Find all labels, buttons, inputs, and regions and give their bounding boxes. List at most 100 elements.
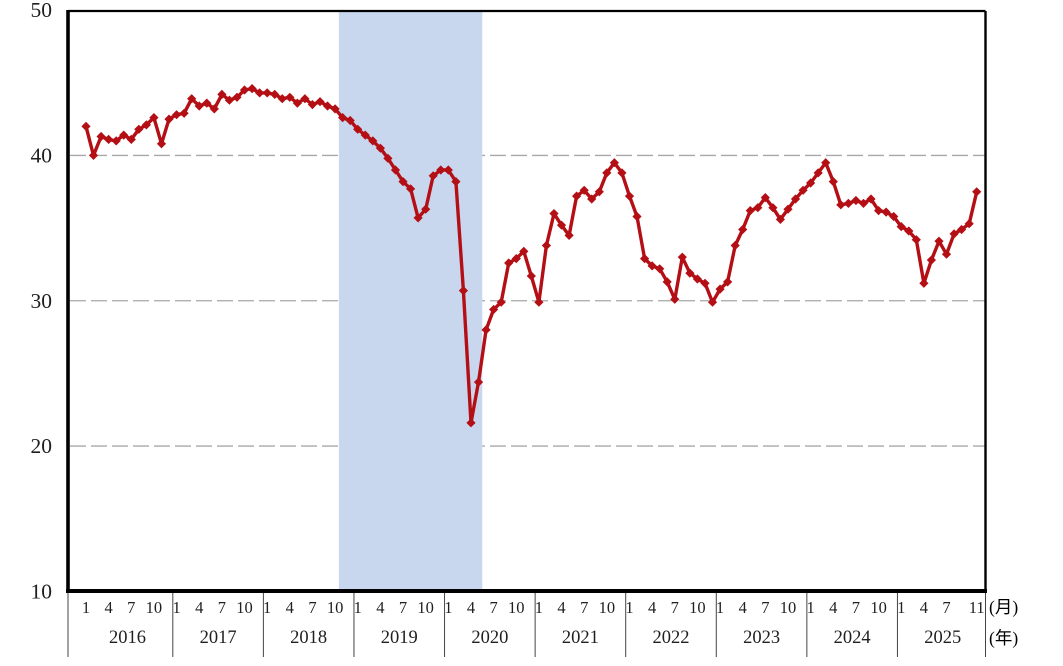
data-point-marker	[383, 153, 393, 163]
x-axis-year-label: 2017	[200, 628, 237, 648]
data-point-marker	[149, 113, 159, 123]
data-point-marker	[768, 203, 778, 213]
data-point-marker	[753, 203, 763, 213]
x-axis-month-label: 4	[376, 598, 384, 617]
data-point-marker	[760, 193, 770, 203]
data-point-marker	[715, 284, 725, 294]
x-axis-month-label: 1	[625, 598, 633, 617]
x-axis-month-label: 1	[716, 598, 724, 617]
x-axis-year-label: 2020	[471, 628, 508, 648]
data-point-marker	[338, 113, 348, 123]
data-point-marker	[413, 213, 423, 223]
data-point-marker	[81, 121, 91, 131]
data-point-marker	[957, 224, 967, 235]
data-point-marker	[300, 94, 310, 104]
data-point-marker	[504, 258, 514, 268]
x-axis-month-label: 10	[146, 598, 163, 617]
x-axis-year-label: 2016	[109, 628, 146, 648]
data-point-marker	[624, 191, 635, 201]
data-point-marker	[783, 204, 793, 214]
data-point-marker	[428, 171, 438, 181]
x-axis-month-label: 7	[399, 598, 407, 617]
data-point-marker	[828, 177, 838, 187]
data-point-marker	[292, 98, 302, 108]
data-point-marker	[104, 134, 114, 144]
x-axis-unit-month-label: (月)	[989, 597, 1018, 617]
data-point-marker	[247, 84, 257, 94]
y-axis-tick-labels: 50 40 30 20 10	[31, 0, 53, 603]
data-point-marker	[534, 297, 544, 307]
data-point-marker	[602, 168, 612, 178]
data-line	[84, 86, 979, 425]
data-point-marker	[255, 88, 265, 98]
data-point-marker	[723, 277, 733, 287]
x-axis-month-label: 11	[969, 598, 985, 617]
data-point-marker	[164, 114, 174, 124]
data-point-marker	[285, 92, 295, 102]
y-axis-tick-label: 30	[31, 289, 53, 313]
x-axis-month-label: 1	[535, 598, 543, 617]
data-point-marker	[224, 95, 234, 105]
x-axis-unit-year-label: (年)	[989, 628, 1018, 648]
data-point-marker	[813, 168, 823, 178]
x-axis-month-label: 4	[829, 598, 837, 617]
data-point-marker	[851, 195, 861, 206]
data-point-marker	[421, 204, 431, 214]
y-axis-tick-label: 40	[31, 143, 53, 167]
data-point-marker	[232, 92, 242, 102]
data-point-marker	[775, 214, 785, 224]
x-axis-month-label: 7	[852, 598, 860, 617]
data-point-marker	[330, 104, 340, 114]
data-point-marker	[172, 110, 182, 120]
x-axis-month-labels: 1 4 7 10 1 4 7 10 1 4 7 10 1 4 7 10 1 4 7 10 1 4 7 10 1 4 7 10 1 4 7 10…	[82, 598, 985, 617]
data-point-marker	[904, 226, 914, 236]
data-point-marker	[843, 198, 853, 208]
data-point-marker	[360, 130, 370, 140]
x-axis-month-label: 10	[780, 598, 797, 617]
data-point-marker	[677, 252, 687, 262]
data-point-marker	[315, 97, 325, 107]
x-axis-month-label: 4	[557, 598, 565, 617]
data-point-marker	[88, 150, 99, 160]
data-point-marker	[406, 184, 416, 194]
data-point-marker	[489, 304, 499, 315]
data-point-marker	[179, 108, 189, 118]
data-point-marker	[609, 158, 619, 168]
data-point-marker	[632, 211, 642, 222]
data-point-marker	[307, 100, 317, 110]
data-point-marker	[964, 219, 974, 229]
x-axis-month-label: 4	[648, 598, 656, 617]
data-point-marker	[881, 207, 891, 217]
data-point-marker	[972, 187, 982, 197]
x-axis-year-label: 2023	[743, 628, 780, 648]
plot-frame	[66, 9, 987, 593]
data-point-marker	[655, 264, 665, 274]
data-point-marker	[572, 191, 582, 201]
data-point-marker	[277, 94, 287, 104]
y-axis-tick-label: 20	[31, 434, 53, 458]
data-point-marker	[587, 194, 597, 204]
recession-shading	[338, 12, 483, 590]
data-point-marker	[934, 236, 944, 246]
data-point-marker	[473, 377, 484, 387]
data-point-marker	[345, 115, 355, 126]
x-axis-year-labels: 2016 2017 2018 2019 2020 2021 2022 2023 2024 2025	[109, 628, 961, 648]
x-axis-year-label: 2022	[652, 628, 689, 648]
data-point-marker	[239, 85, 250, 95]
data-point-marker	[911, 235, 921, 245]
data-point-marker	[806, 178, 816, 188]
x-axis-month-label: 10	[417, 598, 434, 617]
data-point-marker	[262, 88, 272, 98]
x-axis-month-label: 1	[263, 598, 271, 617]
x-axis-month-label: 1	[807, 598, 815, 617]
data-point-marker	[549, 209, 559, 219]
x-axis-month-label: 10	[327, 598, 344, 617]
data-point-marker	[375, 143, 385, 153]
data-point-marker	[556, 220, 567, 230]
x-axis-month-label: 7	[580, 598, 588, 617]
data-point-marker	[858, 198, 869, 208]
x-axis-month-label: 4	[739, 598, 747, 617]
data-point-marker	[202, 98, 212, 108]
x-axis-year-label: 2024	[834, 628, 871, 648]
